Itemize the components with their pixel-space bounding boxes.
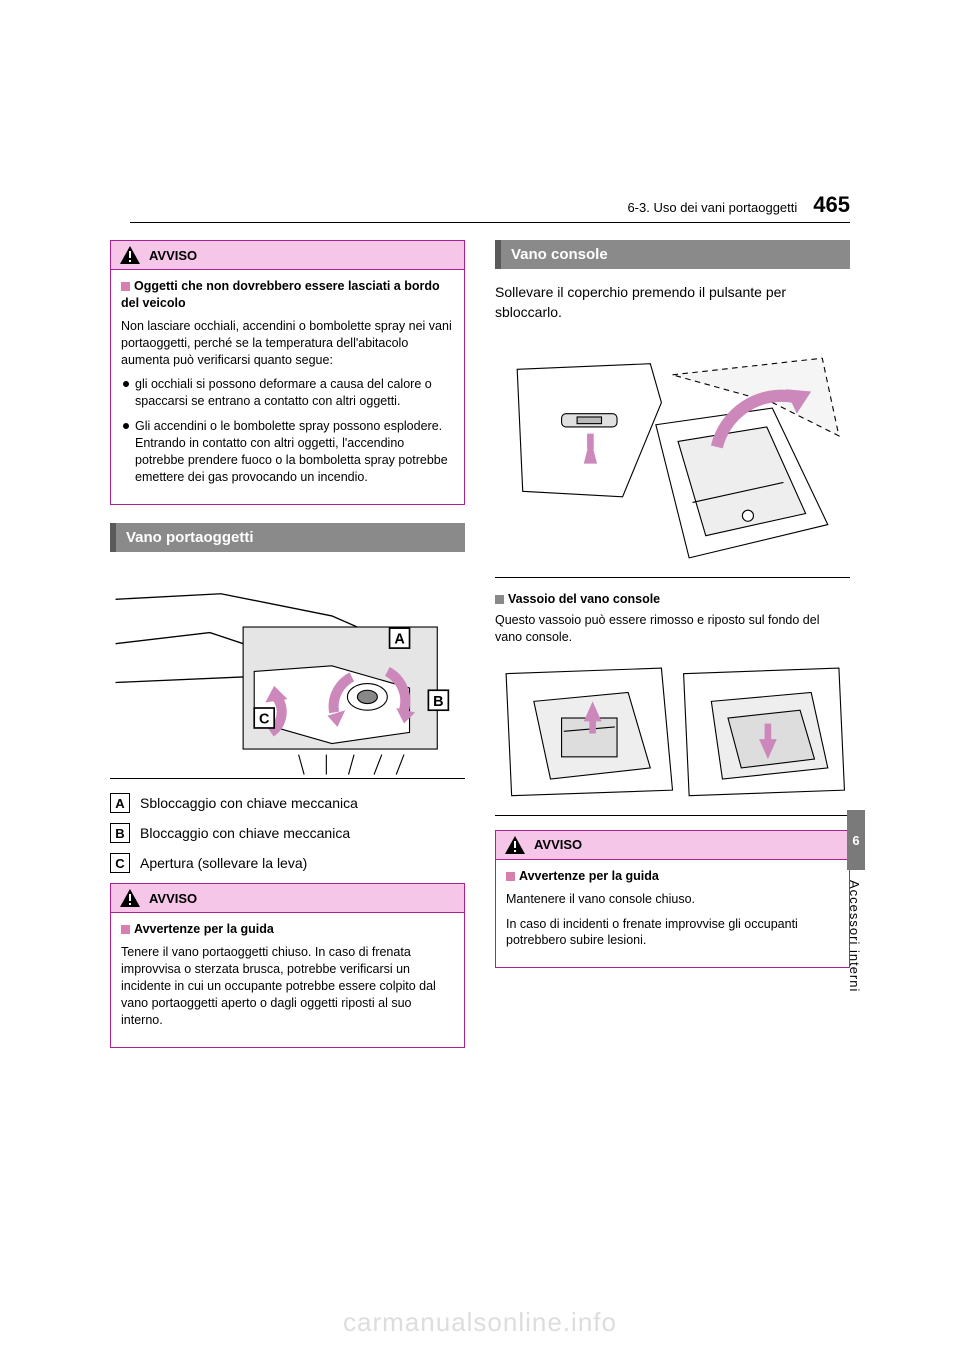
bullet-square-icon — [121, 925, 130, 934]
subsection-text: Questo vassoio può essere rimosso e ripo… — [495, 612, 850, 646]
callout-text-b: Bloccaggio con chiave meccanica — [140, 825, 350, 841]
section-heading-glovebox: Vano portaoggetti — [110, 523, 465, 552]
avviso-body: Avvertenze per la guida Tenere il vano p… — [111, 913, 464, 1046]
avviso-subhead: Oggetti che non dovrebbero essere lascia… — [121, 279, 440, 310]
callout-a: A Sbloccaggio con chiave meccanica — [110, 793, 465, 813]
bullet-square-icon — [121, 282, 130, 291]
avviso-text: Non lasciare occhiali, accendini o bombo… — [121, 318, 454, 369]
avviso-box-driving1: AVVISO Avvertenze per la guida Tenere il… — [110, 883, 465, 1047]
svg-text:C: C — [259, 711, 270, 727]
console-intro: Sollevare il coperchio premendo il pulsa… — [495, 283, 850, 322]
list-item: gli occhiali si possono deformare a caus… — [121, 376, 454, 410]
warning-icon — [504, 835, 526, 855]
avviso-header: AVVISO — [496, 831, 849, 860]
breadcrumb: 6-3. Uso dei vani portaoggetti — [627, 200, 797, 215]
callout-c: C Apertura (sollevare la leva) — [110, 853, 465, 873]
page-header: 6-3. Uso dei vani portaoggetti 465 — [490, 192, 850, 218]
avviso-title: AVVISO — [149, 248, 197, 263]
callout-text-c: Apertura (sollevare la leva) — [140, 855, 307, 871]
header-rule — [130, 222, 850, 223]
avviso-body: Avvertenze per la guida Mantenere il van… — [496, 860, 849, 968]
callout-label-a: A — [110, 793, 130, 813]
avviso-subhead: Avvertenze per la guida — [519, 869, 659, 883]
section-heading-console: Vano console — [495, 240, 850, 269]
avviso-header: AVVISO — [111, 884, 464, 913]
list-item: Gli accendini o le bombolette spray poss… — [121, 418, 454, 486]
avviso-box-driving2: AVVISO Avvertenze per la guida Mantenere… — [495, 830, 850, 969]
subsection-head: Vassoio del vano console — [495, 592, 850, 606]
svg-text:A: A — [394, 631, 405, 647]
avviso-text: Tenere il vano portaoggetti chiuso. In c… — [121, 944, 454, 1028]
right-column: Vano console Sollevare il coperchio prem… — [495, 240, 850, 1066]
avviso-body: Oggetti che non dovrebbero essere lascia… — [111, 270, 464, 504]
callout-label-c: C — [110, 853, 130, 873]
bullet-square-icon — [495, 595, 504, 604]
subsection-title: Vassoio del vano console — [508, 592, 660, 606]
avviso-header: AVVISO — [111, 241, 464, 270]
svg-text:B: B — [433, 693, 443, 709]
callout-text-a: Sbloccaggio con chiave meccanica — [140, 795, 358, 811]
avviso-title: AVVISO — [534, 837, 582, 852]
callout-b: B Bloccaggio con chiave meccanica — [110, 823, 465, 843]
avviso-text: In caso di incidenti o frenate improvvis… — [506, 916, 839, 950]
figure-glovebox: A B C — [110, 566, 465, 780]
callout-label-b: B — [110, 823, 130, 843]
avviso-subhead: Avvertenze per la guida — [134, 922, 274, 936]
avviso-text: Mantenere il vano console chiuso. — [506, 891, 839, 908]
page-number: 465 — [813, 192, 850, 218]
bullet-square-icon — [506, 872, 515, 881]
side-chapter-tab: 6 — [847, 810, 865, 870]
avviso-box-objects: AVVISO Oggetti che non dovrebbero essere… — [110, 240, 465, 505]
avviso-title: AVVISO — [149, 891, 197, 906]
left-column: AVVISO Oggetti che non dovrebbero essere… — [110, 240, 465, 1066]
figure-console-open — [495, 336, 850, 578]
side-section-label: Accessori interni — [847, 880, 862, 992]
figure-console-tray — [495, 657, 850, 815]
watermark: carmanualsonline.info — [0, 1307, 960, 1338]
warning-icon — [119, 888, 141, 908]
warning-icon — [119, 245, 141, 265]
